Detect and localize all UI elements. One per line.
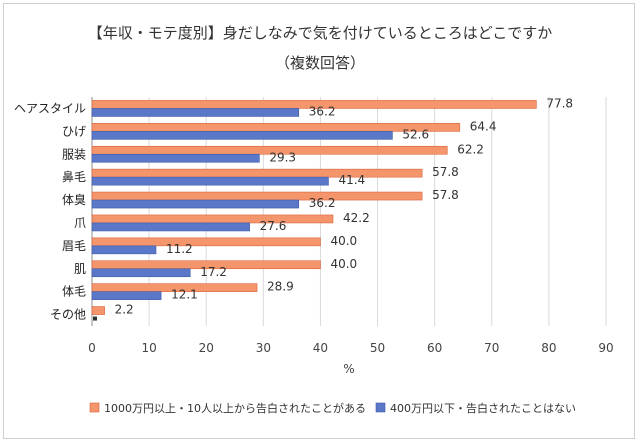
category-label: 爪	[74, 216, 86, 230]
bar-low-income	[91, 268, 191, 278]
legend: 1000万円以上・10人以上から告白されたことがある 400万円以下・告白されたこ…	[89, 401, 576, 415]
data-label: 17.2	[200, 265, 227, 279]
x-tick-label: 80	[541, 341, 556, 355]
category-label: 眉毛	[62, 239, 86, 253]
data-label: 41.4	[338, 173, 365, 187]
data-label: 36.2	[309, 104, 336, 118]
chart-title: 【年収・モテ度別】身だしなみで気を付けているところはどこですか	[88, 24, 553, 42]
bar-low-income	[93, 316, 97, 321]
category-label: その他	[50, 308, 86, 322]
data-label: 64.4	[470, 119, 497, 133]
data-label: 28.9	[267, 280, 294, 294]
bar-low-income	[91, 153, 260, 163]
category-label: 服装	[62, 147, 86, 161]
chart-subtitle: （複数回答）	[275, 54, 365, 72]
bar-low-income	[91, 131, 393, 140]
x-tick-label: 0	[88, 341, 96, 355]
bar-low-income	[91, 222, 250, 232]
category-label: ヘアスタイル	[14, 101, 86, 115]
legend-swatch	[375, 402, 386, 413]
data-label: 42.2	[343, 211, 370, 225]
legend-label: 1000万円以上・10人以上から告白されたことがある	[104, 401, 366, 415]
x-tick-label: 40	[313, 341, 328, 355]
data-label: 36.2	[309, 196, 336, 210]
x-tick-label: 70	[484, 341, 499, 355]
category-label: 体毛	[62, 285, 86, 299]
data-label: 11.2	[166, 242, 193, 256]
bars	[91, 100, 537, 321]
data-label: 40.0	[330, 234, 357, 248]
bar-low-income	[91, 291, 162, 300]
bar-low-income	[91, 199, 300, 209]
bar-high-income	[91, 306, 105, 315]
bar-low-income	[91, 245, 157, 255]
data-labels: 77.8 36.2 64.4 52.6 62.2 29.3 57.8 41.4 57.8 36.2…	[115, 96, 573, 316]
data-label: 57.8	[432, 165, 459, 179]
category-label: 体臭	[62, 192, 86, 207]
data-label: 27.6	[260, 219, 287, 233]
x-tick-label: 60	[427, 341, 442, 355]
data-label: 52.6	[402, 127, 429, 141]
bar-high-income	[91, 168, 423, 178]
data-label: 2.2	[115, 303, 134, 317]
data-label: 77.8	[546, 96, 573, 110]
bar-high-income	[91, 100, 537, 109]
data-label: 62.2	[457, 142, 484, 156]
legend-swatch	[89, 402, 100, 413]
bar-high-income	[91, 214, 334, 224]
data-label: 40.0	[330, 257, 357, 271]
x-tick-label: 10	[141, 341, 156, 355]
x-tick-label: 30	[256, 341, 271, 355]
data-label: 29.3	[269, 150, 296, 164]
bar-low-income	[91, 108, 300, 117]
bar-high-income	[91, 260, 321, 270]
bar-high-income	[91, 283, 258, 292]
bar-high-income	[91, 191, 423, 201]
bar-low-income	[91, 176, 329, 186]
x-tick-labels: 0 10 20 30 40 50 60 70 80 90	[88, 341, 613, 355]
x-tick-label: 20	[199, 341, 214, 355]
data-label: 57.8	[432, 188, 459, 202]
category-label: 肌	[74, 262, 86, 276]
bar-high-income	[91, 145, 448, 155]
category-label: 鼻毛	[62, 169, 86, 184]
data-label: 12.1	[171, 288, 198, 302]
bar-high-income	[91, 237, 321, 247]
x-axis-label: %	[343, 362, 354, 376]
x-tick-label: 50	[370, 341, 385, 355]
x-tick-label: 90	[598, 341, 613, 355]
category-label: ひげ	[62, 124, 86, 138]
legend-label: 400万円以下・告白されたことはない	[390, 401, 576, 415]
